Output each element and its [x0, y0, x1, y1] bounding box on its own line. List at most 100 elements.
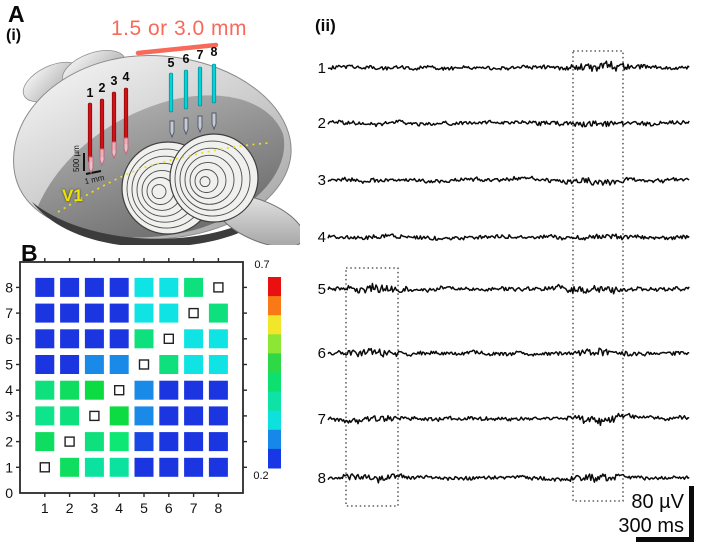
- heatmap-cell: [159, 303, 179, 323]
- electrode-number: 5: [168, 56, 175, 70]
- heatmap-cell: [159, 457, 179, 477]
- y-axis-tick-label: 0: [5, 485, 13, 501]
- electrode-spacing-label: 1.5 or 3.0 mm: [110, 17, 248, 40]
- v1-area-label: V1: [62, 186, 83, 205]
- trace-label: 3: [318, 172, 326, 189]
- heatmap-cell: [109, 277, 129, 297]
- heatmap-plot-box: [19, 261, 244, 494]
- heatmap-cell: [208, 329, 228, 349]
- cerebellum-folia-line: [179, 147, 243, 211]
- event-window-box: [345, 267, 399, 507]
- electrode-shank: [168, 72, 174, 113]
- spacing-bracket-line: [135, 42, 219, 56]
- heatmap-diagonal-marker: [213, 282, 224, 293]
- electrode-shank: [123, 87, 129, 145]
- width-scale-label: 1 mm: [84, 173, 106, 186]
- lfp-trace: [327, 119, 690, 128]
- trace-label: 5: [318, 281, 326, 298]
- heatmap-cell: [60, 380, 80, 400]
- colorbar-segment: [268, 353, 281, 373]
- inserted-electrode-outline: [88, 156, 94, 175]
- y-axis-tick-label: 8: [5, 279, 13, 295]
- panel-aii-label: (ii): [315, 16, 336, 35]
- cerebellum-folia-line: [199, 176, 211, 188]
- colorbar-segment: [268, 410, 281, 431]
- electrode-number: 2: [99, 81, 106, 95]
- heatmap-diagonal-marker: [39, 462, 50, 473]
- heatmap-cell: [84, 329, 104, 349]
- panel-b-label: B: [21, 240, 38, 266]
- trace-label: 1: [318, 60, 326, 77]
- lfp-trace: [327, 347, 690, 358]
- x-axis-tick-label: 6: [165, 500, 173, 516]
- heatmap-cell: [184, 432, 204, 452]
- heatmap-cell: [60, 277, 80, 297]
- heatmap-cell: [60, 457, 80, 477]
- inserted-electrode-outline: [123, 137, 129, 156]
- colorbar-segment: [268, 391, 281, 412]
- heatmap-cell: [35, 355, 55, 374]
- heatmap-cell: [84, 355, 104, 374]
- y-axis-tick-label: 6: [5, 331, 13, 347]
- inserted-electrode-outline: [197, 115, 203, 134]
- heatmap-cell: [60, 406, 80, 426]
- heatmap-cell: [159, 355, 179, 374]
- colorbar-segment: [268, 372, 281, 393]
- heatmap-cell: [134, 432, 154, 452]
- voltage-scale-bar: [689, 486, 694, 542]
- heatmap-cell: [35, 406, 55, 426]
- heatmap-cell: [134, 406, 154, 426]
- lfp-trace: [327, 473, 690, 484]
- x-axis-tick-label: 8: [215, 500, 223, 516]
- lfp-trace: [327, 412, 690, 427]
- panel-ai-label: (i): [6, 27, 22, 44]
- inserted-electrode-outline: [111, 141, 117, 160]
- electrode-shank: [111, 91, 117, 151]
- heatmap-cell: [159, 380, 179, 400]
- heatmap-cell: [134, 303, 154, 323]
- heatmap-cell: [134, 457, 154, 477]
- y-axis-tick-label: 7: [5, 305, 13, 321]
- trace-lines: 1 2 3 4 5 6 7 8: [318, 60, 690, 487]
- colorbar-segment: [268, 334, 281, 354]
- lfp-trace: [327, 60, 690, 72]
- heatmap-cell: [84, 380, 104, 400]
- cerebellum: [121, 133, 259, 235]
- electrode-shank: [211, 63, 217, 104]
- cerebellum-folia-line: [151, 184, 167, 200]
- x-axis-tick-label: 3: [91, 500, 99, 516]
- heatmap-diagonal-marker: [138, 359, 150, 370]
- trace-label: 8: [318, 470, 326, 487]
- heatmap-cell: [184, 277, 204, 297]
- y-axis-tick-label: 5: [5, 357, 13, 373]
- electrode-number: 1: [87, 86, 94, 100]
- heatmap-cell: [208, 457, 228, 477]
- cerebellum-folia-line: [194, 169, 219, 193]
- heatmap-cell: [109, 457, 129, 477]
- lfp-trace: [327, 233, 690, 241]
- cerebellum-lobe: [169, 133, 259, 223]
- cerebellum-folia-line: [174, 140, 251, 217]
- heatmap-cell: [159, 406, 179, 426]
- heatmap-cell: [109, 406, 129, 426]
- cerebellum-folia-line: [184, 154, 235, 205]
- x-axis-tick-label: 5: [140, 500, 148, 516]
- electrode-number: 3: [111, 74, 118, 88]
- event-boxes: [345, 50, 624, 507]
- x-axis-tick-label: 4: [115, 500, 123, 516]
- x-axis-tick-label: 1: [41, 500, 49, 516]
- depth-scale-label: 500 µm: [72, 145, 81, 172]
- panel-a-label: A: [8, 1, 25, 27]
- electrode-shank: [99, 98, 105, 158]
- inserted-electrode-outline: [169, 120, 175, 139]
- heatmap-cell: [109, 432, 129, 452]
- time-scale-bar: [636, 537, 694, 542]
- y-axis-tick-label: 4: [5, 382, 13, 398]
- electrode-number: 7: [197, 48, 204, 62]
- heatmap-cell: [35, 380, 55, 400]
- trace-label: 2: [318, 115, 326, 132]
- heatmap-diagonal-marker: [163, 333, 175, 344]
